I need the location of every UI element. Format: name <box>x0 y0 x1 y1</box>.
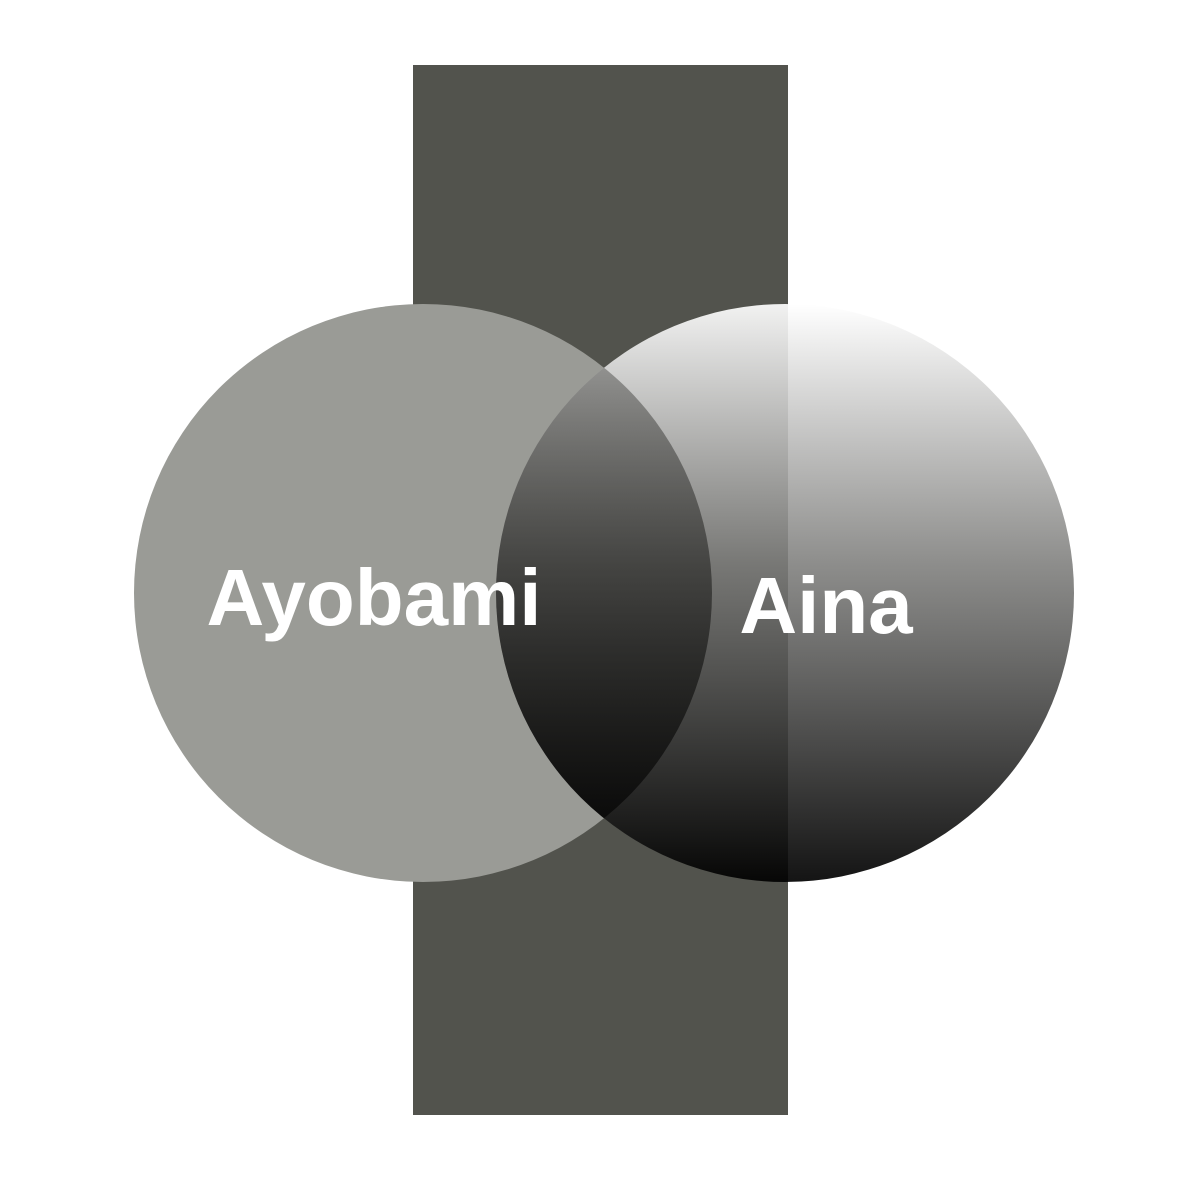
left-label: Ayobami <box>207 553 542 642</box>
right-label: Aina <box>739 561 913 650</box>
overlap-region <box>496 304 712 882</box>
